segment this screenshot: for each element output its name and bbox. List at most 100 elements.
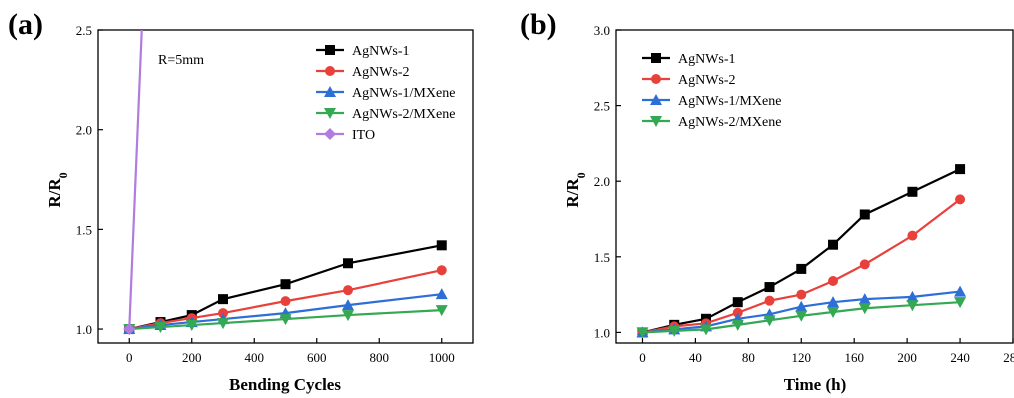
data-point-agnws-1 (764, 282, 775, 293)
x-tick-label: 400 (245, 350, 265, 365)
x-tick-label: 40 (689, 350, 702, 365)
data-point-agnws-1 (436, 240, 447, 251)
legend-label-ito: ITO (352, 128, 375, 143)
series-line-agnws-1 (642, 168, 961, 334)
x-tick-label: 200 (182, 350, 202, 365)
x-tick-label: 0 (639, 350, 646, 365)
data-point-agnws-2-mxene (699, 324, 712, 336)
data-point-agnws-2-mxene (342, 310, 354, 322)
legend-label-agnws-2-mxene: AgNWs-2/MXene (352, 107, 455, 122)
data-point-agnws-1 (907, 186, 918, 197)
y-axis-title-main-b: R/R (563, 178, 582, 208)
y-tick-label: 1.5 (594, 250, 610, 265)
legend-marker-agnws-2 (325, 66, 335, 76)
data-point-agnws-1-mxene (954, 285, 967, 297)
data-point-agnws-1 (859, 209, 870, 220)
ticks-a: 0 200 400 600 800 1000 1.0 1.5 2.0 2.5 (76, 23, 455, 365)
data-point-agnws-2-mxene (858, 303, 871, 315)
x-tick-label: 120 (792, 350, 812, 365)
data-point-agnws-2-mxene (435, 305, 448, 317)
data-point-agnws-2-mxene (954, 297, 967, 309)
data-point-agnws-2 (907, 230, 918, 241)
data-point-agnws-2 (828, 276, 839, 287)
legend-marker-agnws-1-mxene (324, 86, 336, 97)
series-line-agnws-2 (642, 198, 961, 334)
plot-frame-a (97, 29, 474, 344)
legend-marker-agnws-2-mxene (650, 116, 662, 127)
data-point-ito (123, 323, 136, 336)
data-point-agnws-2-mxene (763, 315, 776, 327)
data-point-agnws-1-mxene (342, 299, 354, 311)
data-point-agnws-1 (828, 239, 839, 250)
legend-a: AgNWs-1 AgNWs-2 AgNWs-1/MXene AgNWs-2/MXene… (316, 44, 455, 143)
data-point-agnws-2 (436, 265, 447, 276)
x-tick-label: 280 (1003, 350, 1014, 365)
x-tick-label: 800 (370, 350, 390, 365)
legend-marker-agnws-1 (651, 53, 661, 63)
y-axis-title-b: R/R0 (563, 172, 588, 207)
data-point-agnws-1-mxene (795, 300, 808, 312)
y-tick-label: 1.0 (594, 325, 610, 340)
legend-label-agnws-2: AgNWs-2 (678, 73, 736, 88)
x-tick-label: 200 (897, 350, 917, 365)
x-tick-label: 1000 (429, 350, 455, 365)
legend-label-agnws-1-mxene: AgNWs-1/MXene (678, 94, 781, 109)
legend-label-agnws-2-mxene: AgNWs-2/MXene (678, 115, 781, 130)
data-point-agnws-1 (218, 294, 228, 305)
legend-marker-agnws-2-mxene (324, 108, 336, 119)
data-point-agnws-2 (280, 296, 291, 307)
data-point-agnws-2-mxene (795, 310, 808, 322)
data-point-agnws-1 (343, 258, 353, 269)
annotation-bend-radius: R=5mm (158, 53, 204, 68)
plot-frame-b (615, 29, 1014, 344)
x-axis-title-a: Bending Cycles (229, 375, 341, 394)
legend-marker-agnws-2 (651, 74, 661, 84)
y-axis-title-main-a: R/R (45, 178, 64, 208)
y-axis-title-a: R/R0 (45, 172, 70, 207)
data-point-agnws-2 (955, 194, 966, 205)
data-point-agnws-2-mxene (906, 300, 919, 312)
y-axis-title-sub-a: 0 (56, 172, 70, 178)
data-point-agnws-2 (343, 285, 353, 296)
legend-label-agnws-2: AgNWs-2 (352, 65, 410, 80)
data-point-agnws-2 (732, 307, 743, 318)
data-point-agnws-2 (859, 259, 870, 270)
data-point-agnws-2-mxene (279, 314, 292, 326)
y-tick-label: 2.0 (594, 174, 610, 189)
ticks-b: 0 40 80 120 160 200 240 280 1.0 1.5 2.0 2.5 3.0 (594, 23, 1014, 365)
y-tick-label: 2.0 (76, 123, 92, 138)
chart-panel-a: (a) Bending Cycles R/R0 R=5mm 0 200 400 600… (8, 8, 474, 394)
legend-label-agnws-1: AgNWs-1 (678, 52, 736, 67)
series-line-agnws-1-mxene (642, 290, 961, 334)
data-point-agnws-2 (764, 295, 775, 306)
legend-marker-agnws-1-mxene (650, 94, 662, 105)
y-tick-label: 1.0 (76, 322, 92, 337)
series-line-agnws-2-mxene (642, 301, 961, 334)
data-point-agnws-2-mxene (154, 322, 167, 334)
legend-b: AgNWs-1 AgNWs-2 AgNWs-1/MXene AgNWs-2/MXene (642, 52, 781, 130)
data-point-agnws-1 (732, 297, 743, 308)
y-axis-title-sub-b: 0 (574, 172, 588, 178)
data-point-agnws-2-mxene (731, 319, 744, 331)
data-point-agnws-1 (796, 263, 807, 274)
data-point-agnws-2-mxene (668, 325, 681, 337)
x-tick-label: 600 (307, 350, 327, 365)
y-tick-label: 2.5 (76, 23, 92, 38)
panel-label-a: (a) (8, 8, 43, 41)
data-point-agnws-2-mxene (217, 318, 229, 330)
y-tick-label: 1.5 (76, 222, 92, 237)
data-point-agnws-2-mxene (185, 320, 198, 332)
legend-marker-ito (324, 128, 336, 140)
legend-marker-agnws-1 (325, 45, 335, 55)
data-point-agnws-1-mxene (827, 296, 840, 308)
series-lines-b (636, 164, 967, 339)
data-point-agnws-1-mxene (858, 293, 871, 305)
data-point-agnws-1-mxene (906, 290, 919, 302)
series-lines-a (123, 29, 448, 336)
y-tick-label: 3.0 (594, 23, 610, 38)
data-point-agnws-2-mxene (827, 307, 840, 319)
data-point-agnws-1-mxene (435, 288, 448, 300)
x-axis-title-b: Time (h) (784, 375, 847, 394)
data-point-agnws-1 (280, 279, 291, 290)
